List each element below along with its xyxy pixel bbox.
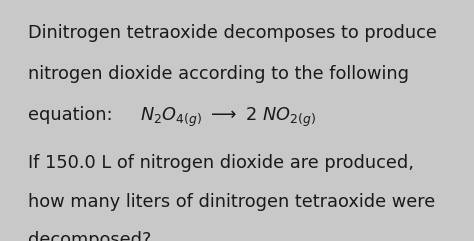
Text: If 150.0 L of nitrogen dioxide are produced,: If 150.0 L of nitrogen dioxide are produ… — [28, 154, 414, 172]
Text: decomposed?: decomposed? — [28, 231, 152, 241]
Text: nitrogen dioxide according to the following: nitrogen dioxide according to the follow… — [28, 65, 410, 83]
Text: $\mathit{N_2O_{4(g)}}\ \longrightarrow\ 2\ \mathit{NO_{2(g)}}$: $\mathit{N_2O_{4(g)}}\ \longrightarrow\ … — [140, 106, 316, 129]
Text: how many liters of dinitrogen tetraoxide were: how many liters of dinitrogen tetraoxide… — [28, 193, 436, 211]
Text: Dinitrogen tetraoxide decomposes to produce: Dinitrogen tetraoxide decomposes to prod… — [28, 24, 438, 42]
Text: equation:: equation: — [28, 106, 124, 124]
